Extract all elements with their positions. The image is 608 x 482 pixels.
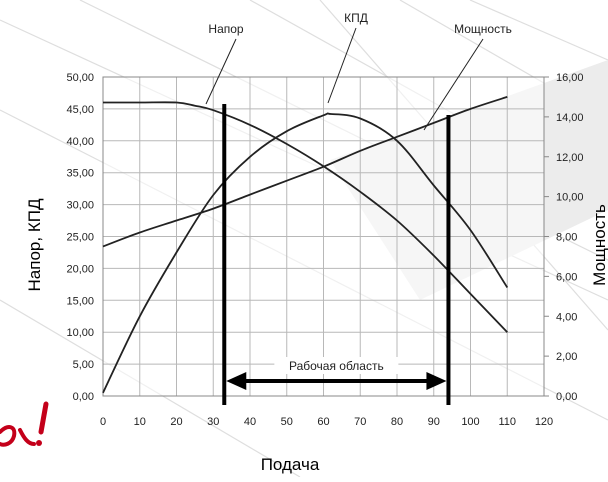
right-axis-ticks: 0,00 2,00 4,00 6,00 8,00 10,00 12,00 14,00 16,00 (544, 72, 584, 403)
x-tick-label: 100 (461, 416, 479, 428)
left-tick-label: 20,00 (66, 263, 94, 275)
brand-glyph (18, 428, 36, 446)
left-tick-label: 25,00 (66, 232, 94, 244)
decor-stroke (469, 0, 608, 61)
range-label: Рабочая область (289, 359, 384, 373)
right-tick-label: 10,00 (556, 192, 584, 204)
right-tick-label: 16,00 (556, 72, 584, 84)
left-tick-label: 5,00 (73, 359, 94, 371)
series-lines (102, 96, 509, 394)
left-tick-label: 35,00 (66, 168, 94, 180)
efficiency-curve (102, 112, 509, 394)
exclamation-mark-icon (38, 401, 49, 435)
left-tick-label: 45,00 (66, 104, 94, 116)
x-tick-label: 80 (391, 416, 403, 428)
power-curve (102, 96, 508, 248)
x-tick-label: 0 (100, 416, 106, 428)
x-tick-label: 70 (354, 416, 366, 428)
x-tick-label: 20 (170, 416, 182, 428)
grid (102, 76, 545, 397)
right-tick-label: 6,00 (556, 271, 577, 283)
pointer-leader-line (423, 38, 484, 131)
pointer-leader-line (327, 27, 357, 104)
right-tick-label: 0,00 (556, 391, 577, 403)
x-axis-ticks: 0 10 20 30 40 50 60 70 80 90 100 110 120 (100, 416, 553, 428)
right-tick-label: 14,00 (556, 112, 584, 124)
working-range: Рабочая область (222, 104, 451, 405)
x-tick-label: 40 (244, 416, 256, 428)
left-tick-label: 0,00 (73, 391, 94, 403)
range-arrow-right-head (426, 372, 447, 390)
head-pointer-label: Напор (208, 22, 244, 36)
x-tick-label: 60 (317, 416, 329, 428)
pointer-leader-line (205, 38, 237, 105)
x-tick-label: 90 (428, 416, 440, 428)
efficiency-pointer-label: КПД (344, 11, 368, 25)
right-axis-label: Мощность (590, 204, 608, 286)
right-tick-label: 2,00 (556, 351, 577, 363)
brand-mark (0, 401, 49, 447)
x-tick-label: 120 (535, 416, 553, 428)
left-axis-label: Напор, КПД (25, 198, 44, 291)
left-tick-label: 15,00 (66, 295, 94, 307)
x-tick-label: 30 (207, 416, 219, 428)
brand-glyph (0, 425, 17, 447)
series-pointer-labels: Напор КПД Мощность (205, 11, 512, 131)
left-tick-label: 30,00 (66, 200, 94, 212)
right-tick-label: 12,00 (556, 152, 584, 164)
x-tick-label: 10 (134, 416, 146, 428)
left-axis-ticks: 0,00 5,00 10,00 15,00 20,00 25,00 30,00 35,00 40… (66, 72, 94, 403)
right-tick-label: 8,00 (556, 232, 577, 244)
x-tick-label: 50 (281, 416, 293, 428)
left-tick-label: 50,00 (66, 72, 94, 84)
power-pointer-label: Мощность (454, 22, 512, 36)
right-tick-label: 4,00 (556, 311, 577, 323)
left-tick-label: 40,00 (66, 136, 94, 148)
range-label-background (274, 357, 399, 374)
range-arrow-left-head (226, 372, 247, 390)
x-tick-label: 110 (498, 416, 516, 428)
x-axis-label: Подача (261, 455, 320, 474)
head-curve (103, 101, 508, 333)
left-tick-label: 10,00 (66, 327, 94, 339)
exclamation-dot-icon (36, 440, 42, 446)
